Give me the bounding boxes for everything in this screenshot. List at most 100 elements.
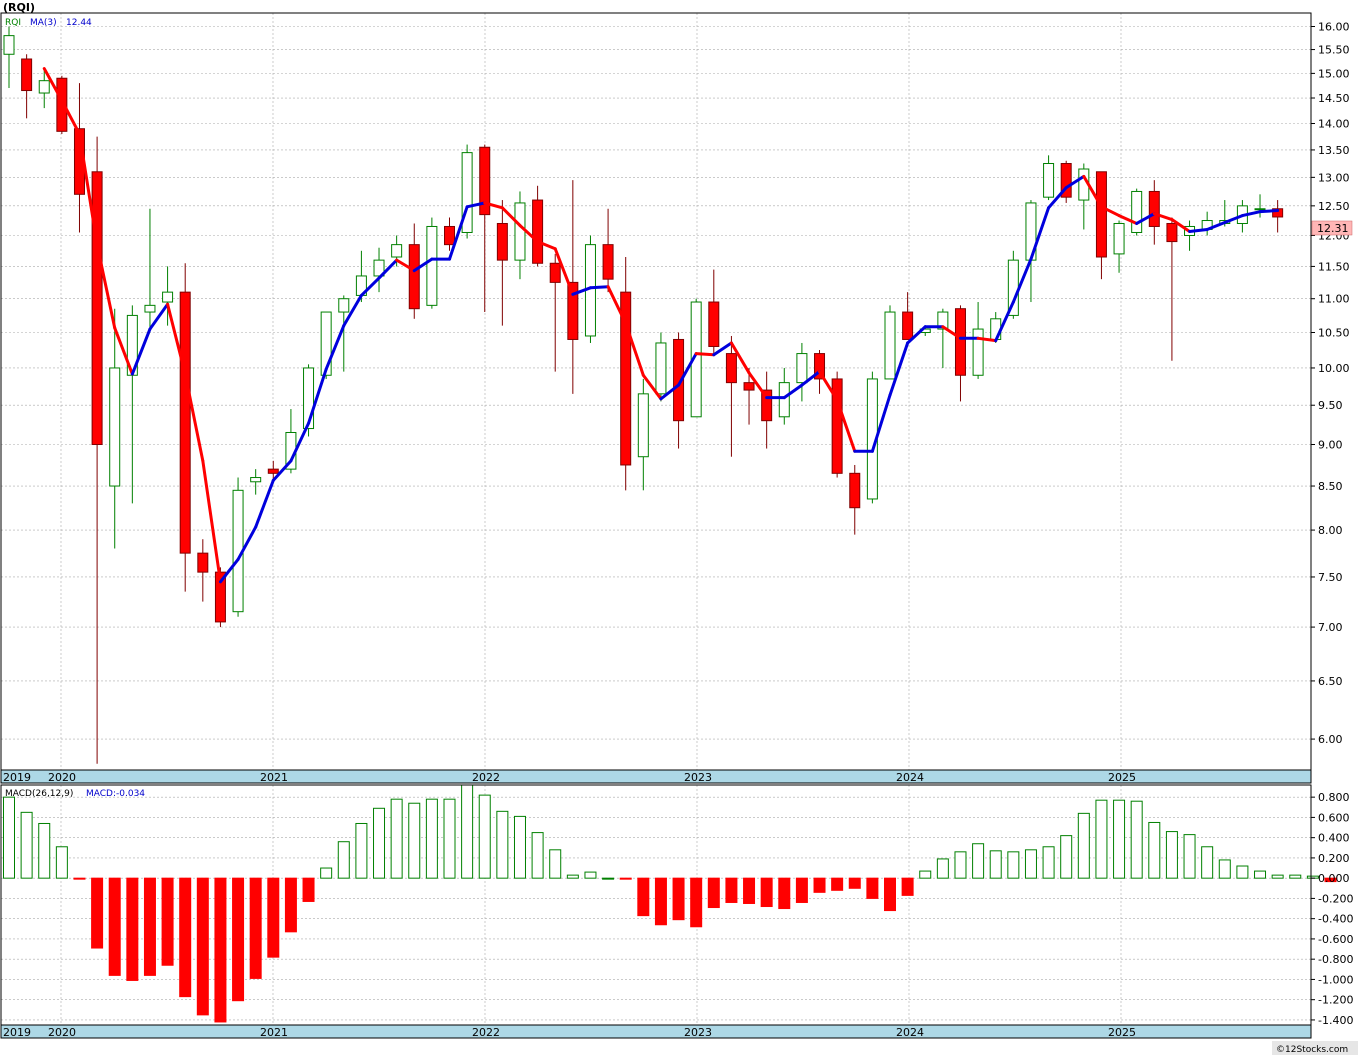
candle-body — [303, 367, 315, 430]
candle-body — [549, 262, 561, 283]
candle-body — [1043, 163, 1055, 198]
macd-bar — [672, 877, 685, 921]
macd-bar — [654, 877, 667, 926]
macd-bar — [725, 877, 738, 903]
ma-segment — [588, 285, 610, 290]
candle-body — [831, 378, 843, 474]
macd-x-tick-label: 2022 — [472, 1026, 500, 1039]
watermark: ©12Stocks.com — [1276, 1045, 1348, 1055]
ma-segment — [694, 352, 716, 357]
symbol-legend: RQI — [5, 18, 21, 28]
macd-bar — [267, 877, 280, 958]
ma-segment — [271, 459, 293, 482]
macd-bar — [584, 871, 597, 879]
macd-bar — [972, 843, 985, 879]
macd-bar — [760, 877, 773, 908]
ma-segment — [1135, 212, 1156, 225]
macd-bar — [3, 796, 15, 879]
ma-segment — [113, 326, 134, 376]
ma-segment — [1188, 227, 1209, 233]
macd-bar — [1007, 851, 1020, 879]
macd-bar — [1130, 800, 1143, 879]
candle-body — [814, 353, 826, 380]
ma-segment — [448, 205, 469, 261]
ma-segment — [395, 258, 416, 273]
ma-segment — [359, 276, 381, 297]
ma-legend: MA(3) — [30, 18, 57, 28]
macd-bar — [1113, 799, 1126, 879]
candle-body — [91, 171, 103, 446]
macd-x-tick-label: 2025 — [1108, 1026, 1136, 1039]
candle-body — [408, 244, 420, 310]
macd-x-axis-band — [0, 1024, 1312, 1039]
ma-segment — [1223, 214, 1244, 224]
price-x-tick-label: 2022 — [472, 771, 500, 784]
ma-segment — [659, 383, 681, 401]
ma-segment — [536, 240, 557, 251]
price-x-tick-label: 2025 — [1108, 771, 1136, 784]
macd-bar — [707, 877, 720, 909]
ma-segment — [465, 201, 487, 209]
macd-bar — [373, 807, 386, 879]
ma-segment — [201, 459, 222, 584]
ma-segment — [324, 324, 346, 371]
macd-legend-value: MACD:-0.034 — [86, 789, 145, 799]
candle-body — [743, 382, 755, 391]
candle-body — [602, 244, 614, 280]
candle-body — [338, 298, 350, 313]
macd-bar — [831, 877, 844, 891]
macd-tick-label: -0.200 — [1318, 892, 1353, 905]
macd-x-tick-label: 2024 — [896, 1026, 924, 1039]
candle-body — [179, 291, 191, 554]
macd-bar — [1236, 865, 1249, 879]
price-tick-label: 8.00 — [1318, 524, 1343, 537]
candle-body — [778, 382, 790, 418]
candle-body — [972, 328, 984, 376]
macd-bar — [549, 849, 562, 879]
macd-bar — [1042, 846, 1055, 879]
macd-bar — [443, 798, 456, 879]
candle-body — [532, 199, 544, 264]
candle-body — [620, 291, 632, 466]
macd-y-axis: -1.400 -1.200 -1.000 -0.800 -0.600 -0.400 -0.2… — [1311, 791, 1353, 1027]
macd-tick-label: -1.000 — [1318, 973, 1353, 986]
macd-bar — [1148, 821, 1161, 879]
ma-segment — [500, 206, 522, 227]
candle-body — [479, 146, 491, 216]
candle-body — [884, 311, 896, 380]
ma-segment — [747, 371, 769, 400]
candle-body — [38, 80, 50, 94]
ma-segment — [483, 201, 504, 210]
price-tick-label: 7.50 — [1318, 571, 1343, 584]
price-tick-label: 10.00 — [1318, 362, 1350, 375]
macd-x-axis: 2019 2020 2021 2022 2023 2024 2025 — [3, 1026, 1136, 1039]
price-tick-label: 15.50 — [1318, 44, 1350, 57]
ma-segment — [835, 398, 857, 453]
price-tick-label: 16.00 — [1318, 20, 1350, 33]
ma-segment — [218, 557, 240, 584]
ma-segment — [60, 99, 81, 136]
candle-body — [1166, 222, 1178, 243]
candle-body — [144, 304, 156, 313]
price-x-tick-label: 2019 — [3, 771, 31, 784]
ma-segment — [624, 321, 645, 377]
macd-bar — [1095, 799, 1108, 879]
ma-segment — [641, 373, 663, 401]
macd-bar — [320, 867, 333, 879]
ma-segment — [782, 383, 804, 400]
macd-bar — [690, 877, 703, 928]
macd-bar — [1254, 870, 1267, 879]
ma-segment — [412, 257, 434, 273]
ma-segment — [236, 525, 258, 561]
price-tick-label: 14.50 — [1318, 92, 1350, 105]
candle-body — [902, 311, 914, 340]
ma-segment — [677, 352, 698, 387]
macd-bar — [866, 877, 879, 899]
price-tick-label: 10.50 — [1318, 327, 1350, 340]
ma-segment — [1240, 210, 1262, 218]
last-price-tag — [1311, 220, 1353, 236]
macd-bars — [3, 784, 1337, 1023]
ma-segment — [254, 478, 275, 529]
macd-bar — [355, 822, 368, 879]
ma-segment — [1082, 174, 1103, 209]
